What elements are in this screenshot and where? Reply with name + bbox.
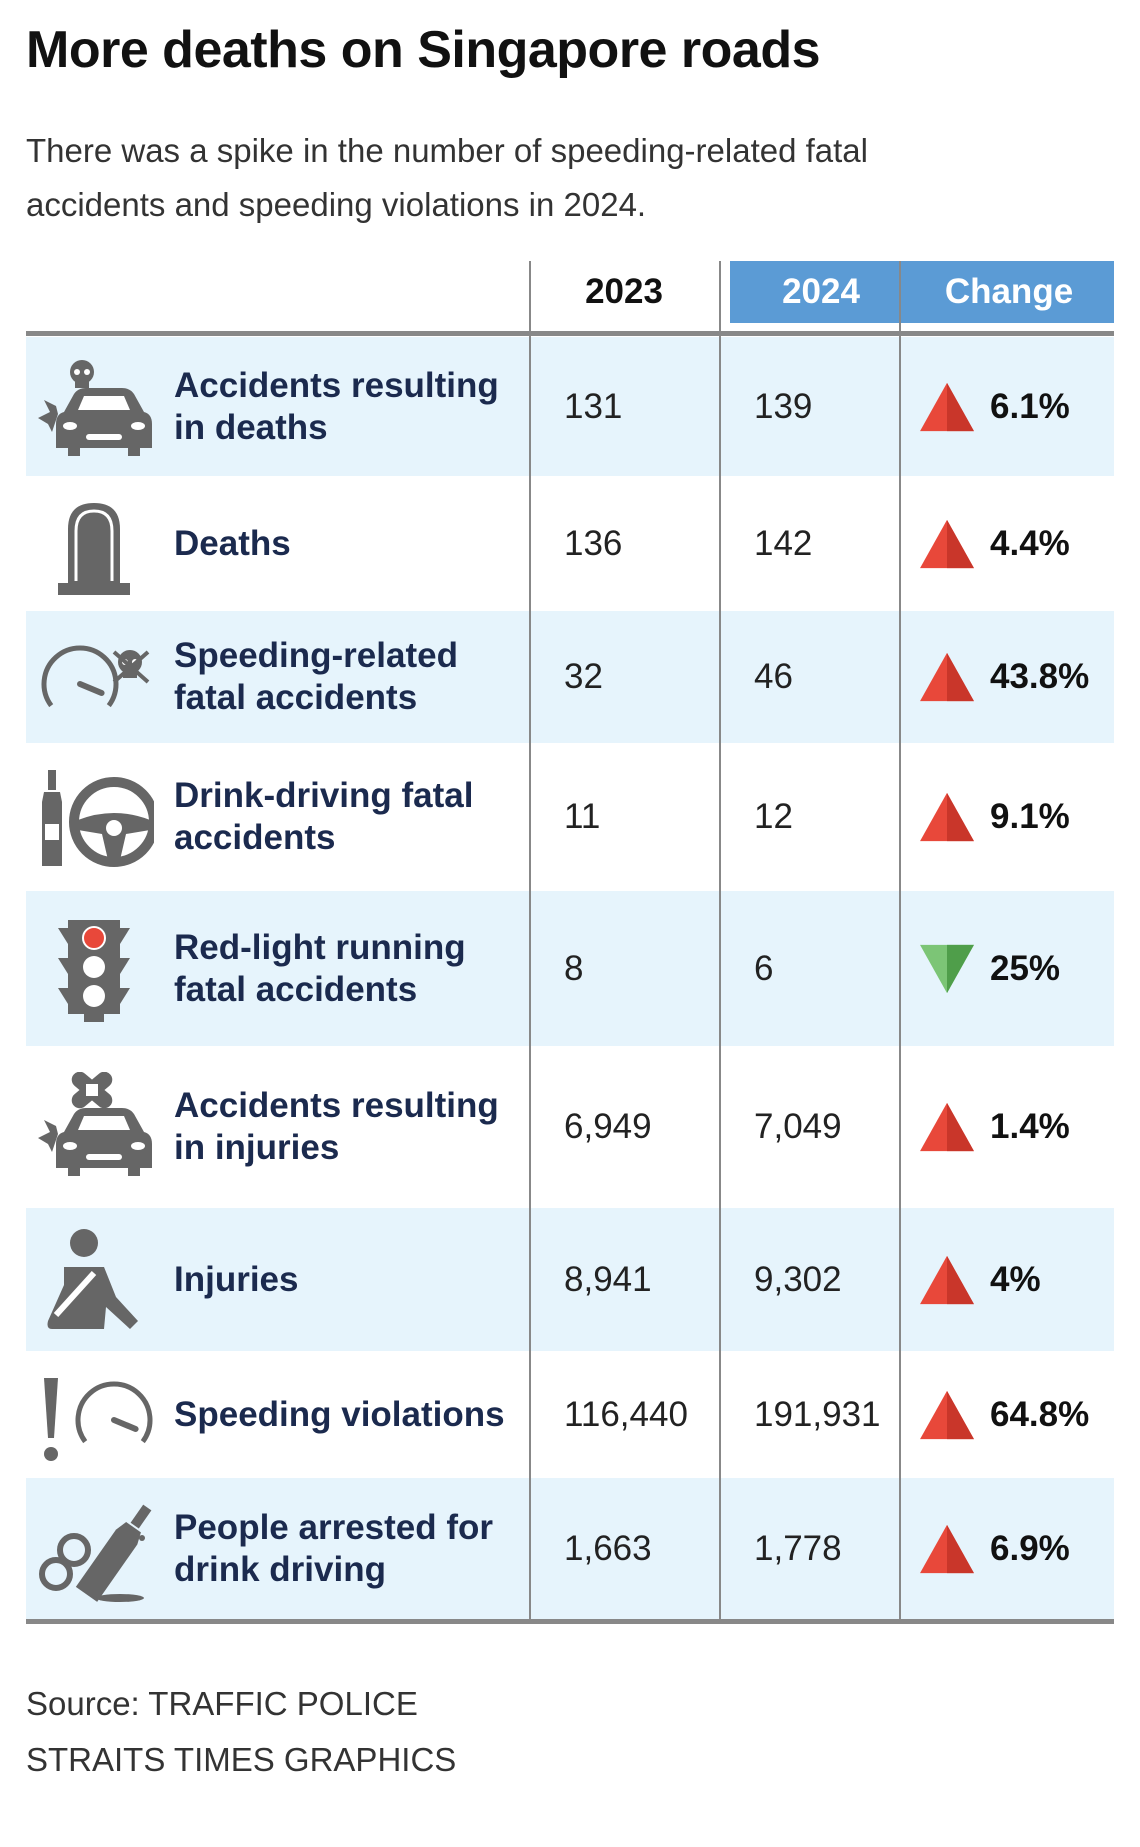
column-divider bbox=[529, 261, 531, 1619]
table-row: Deaths 136 142 4.4% bbox=[26, 476, 1114, 611]
value-2023: 32 bbox=[564, 657, 603, 696]
increase-triangle-icon bbox=[920, 1102, 974, 1152]
exclamation-speedometer-icon bbox=[44, 1377, 153, 1461]
table-row: Red-light running fatal accidents 8 6 25… bbox=[26, 891, 1114, 1046]
increase-triangle-icon bbox=[920, 382, 974, 431]
change-value: 9.1% bbox=[990, 797, 1070, 836]
column-header-2023: 2023 bbox=[585, 272, 663, 311]
row-label: Deaths bbox=[174, 523, 291, 563]
column-header-2024: 2024 bbox=[730, 261, 912, 323]
car-crash-skull-icon bbox=[38, 359, 152, 456]
value-2024: 7,049 bbox=[754, 1107, 842, 1146]
change-value: 1.4% bbox=[990, 1107, 1070, 1146]
value-2023: 11 bbox=[564, 797, 601, 836]
change-value: 4% bbox=[990, 1259, 1041, 1299]
source-note: Source: TRAFFIC POLICE bbox=[26, 1685, 418, 1722]
table-row: Drink-driving fatal accidents 11 12 9.1% bbox=[26, 743, 1114, 891]
value-2024: 12 bbox=[754, 797, 793, 836]
injured-person-icon bbox=[47, 1228, 138, 1329]
row-label: Drink-driving fatal accidents bbox=[174, 776, 474, 857]
header-divider bbox=[26, 331, 1114, 336]
table-row: Speeding-related fatal accidents 32 46 4… bbox=[26, 611, 1114, 743]
handcuffs-bottle-icon bbox=[39, 1504, 152, 1602]
value-2023: 8 bbox=[564, 948, 584, 988]
change-value: 6.1% bbox=[990, 386, 1070, 426]
increase-triangle-icon bbox=[920, 652, 974, 702]
traffic-light-icon bbox=[58, 919, 130, 1022]
table-row: Accidents resulting in deaths 131 139 6.… bbox=[26, 337, 1114, 476]
speedometer-skull-icon bbox=[41, 645, 150, 708]
table-row: Speeding violations 116,440 191,931 64.8… bbox=[26, 1351, 1114, 1478]
tombstone-icon bbox=[58, 502, 130, 595]
row-label: Red-light running fatal accidents bbox=[174, 927, 466, 1009]
row-label: Speeding violations bbox=[174, 1394, 505, 1434]
value-2023: 1,663 bbox=[564, 1528, 652, 1568]
chart-subtitle: There was a spike in the number of speed… bbox=[26, 132, 868, 223]
car-crash-bandage-icon bbox=[38, 1072, 152, 1176]
value-2023: 136 bbox=[564, 523, 623, 563]
change-value: 43.8% bbox=[990, 657, 1090, 696]
value-2024: 46 bbox=[754, 657, 793, 696]
change-value: 4.4% bbox=[990, 523, 1070, 563]
increase-triangle-icon bbox=[920, 792, 974, 842]
row-label: Accidents resulting in injuries bbox=[174, 1086, 499, 1167]
change-value: 25% bbox=[990, 948, 1061, 988]
chart-title: More deaths on Singapore roads bbox=[26, 21, 821, 79]
value-2024: 191,931 bbox=[754, 1394, 881, 1434]
value-2024: 6 bbox=[754, 948, 774, 988]
value-2023: 116,440 bbox=[564, 1394, 688, 1434]
increase-triangle-icon bbox=[920, 1390, 974, 1439]
decrease-triangle-icon bbox=[920, 944, 974, 993]
value-2023: 8,941 bbox=[564, 1259, 652, 1299]
change-value: 64.8% bbox=[990, 1394, 1090, 1434]
table-bottom-divider bbox=[26, 1619, 1114, 1624]
credit-note: STRAITS TIMES GRAPHICS bbox=[26, 1741, 457, 1778]
row-label: People arrested for drink driving bbox=[174, 1507, 493, 1589]
row-label: Speeding-related fatal accidents bbox=[174, 636, 458, 717]
increase-triangle-icon bbox=[920, 519, 974, 568]
column-divider bbox=[719, 261, 721, 1619]
column-header-change: Change bbox=[904, 261, 1114, 323]
table-row: Injuries 8,941 9,302 4% bbox=[26, 1208, 1114, 1351]
table-row: Accidents resulting in injuries 6,949 7,… bbox=[26, 1046, 1114, 1208]
value-2024: 142 bbox=[754, 523, 813, 563]
row-label: Injuries bbox=[174, 1259, 299, 1299]
value-2024: 9,302 bbox=[754, 1259, 842, 1299]
value-2023: 131 bbox=[564, 386, 623, 426]
value-2024: 139 bbox=[754, 386, 813, 426]
column-divider bbox=[899, 261, 901, 1619]
table-row: People arrested for drink driving 1,663 … bbox=[26, 1478, 1114, 1619]
row-label: Accidents resulting in deaths bbox=[174, 365, 499, 447]
increase-triangle-icon bbox=[920, 1255, 974, 1304]
change-value: 6.9% bbox=[990, 1528, 1070, 1568]
increase-triangle-icon bbox=[920, 1524, 974, 1573]
value-2024: 1,778 bbox=[754, 1528, 842, 1568]
value-2023: 6,949 bbox=[564, 1107, 652, 1146]
bottle-steering-wheel-icon bbox=[42, 770, 154, 867]
